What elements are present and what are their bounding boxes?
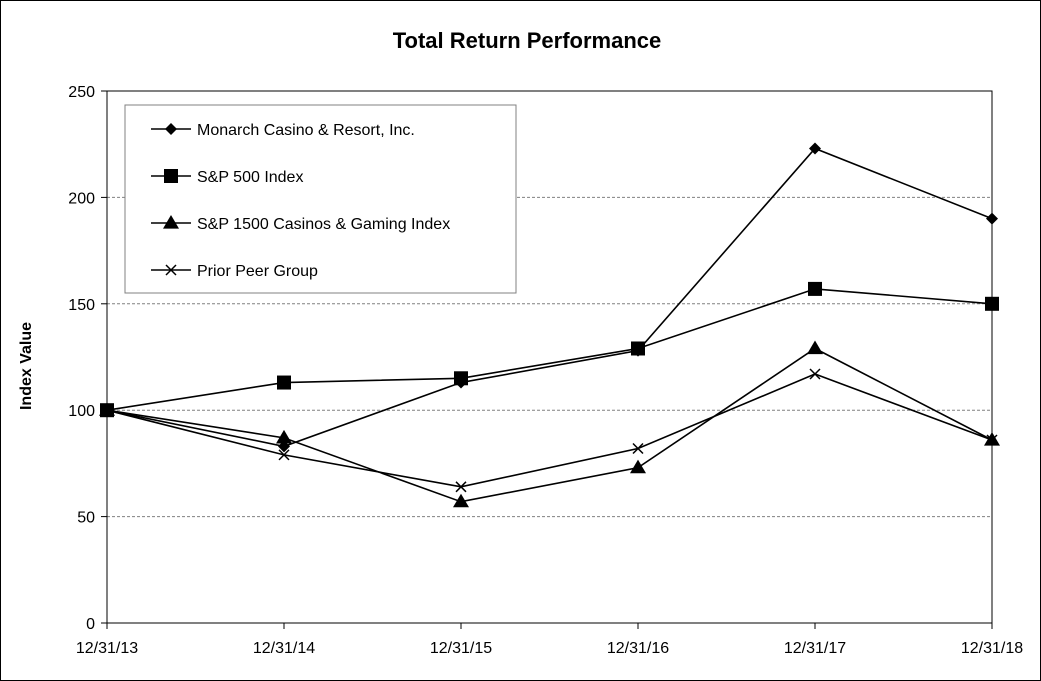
triangle-data-point: [99, 402, 115, 416]
legend-diamond-marker: [165, 123, 177, 135]
x-data-point: [986, 434, 998, 446]
series-line: [106, 347, 993, 503]
square-data-point: [808, 281, 822, 296]
x-data-point: [632, 442, 644, 455]
triangle-data-point: [630, 459, 646, 474]
y-tick-label: 50: [77, 510, 95, 527]
y-axis-title: Index Value: [18, 322, 35, 410]
axes: 0 50 100 150 200 250 12/31/13 12/31/14 12/31/15 1…: [68, 84, 1023, 657]
y-tick-label: 0: [86, 616, 95, 633]
triangle-data-point: [984, 431, 1000, 446]
x-tick-label: 12/31/17: [784, 640, 846, 657]
legend: Monarch Casino & Resort, Inc. S&P 500 Ind…: [124, 104, 517, 294]
triangle-data-point: [453, 493, 469, 508]
square-data-point: [985, 296, 999, 311]
diamond-data-point: [986, 212, 998, 225]
diamond-data-point: [809, 142, 821, 155]
series-lines: [99, 142, 1000, 508]
legend-label: Prior Peer Group: [197, 263, 318, 280]
triangle-data-point: [276, 429, 292, 444]
legend-x-marker: [165, 264, 177, 276]
legend-label: S&P 1500 Casinos & Gaming Index: [197, 216, 450, 233]
series-line: [106, 288, 993, 411]
legend-triangle-marker: [163, 215, 179, 229]
x-data-point: [278, 449, 290, 461]
series-group: [99, 340, 1000, 508]
square-data-point: [631, 341, 645, 356]
series-group: [100, 281, 999, 418]
legend-label: Monarch Casino & Resort, Inc.: [197, 122, 415, 139]
y-tick-label: 250: [68, 84, 95, 101]
legend-box: [124, 104, 517, 294]
x-tick-label: 12/31/14: [253, 640, 315, 657]
legend-label: S&P 500 Index: [197, 169, 303, 186]
square-data-point: [277, 375, 291, 390]
x-tick-label: 12/31/16: [607, 640, 669, 657]
x-data-point: [101, 404, 113, 416]
x-data-point: [809, 368, 821, 380]
legend-square-marker: [164, 169, 178, 183]
y-tick-label: 100: [68, 403, 95, 420]
y-tick-label: 150: [68, 297, 95, 314]
series-group: [101, 368, 998, 493]
y-tick-label: 200: [68, 190, 95, 207]
series-line: [106, 147, 993, 448]
x-tick-label: 12/31/15: [430, 640, 492, 657]
x-tick-label: 12/31/18: [961, 640, 1023, 657]
series-line: [106, 373, 993, 488]
x-data-point: [455, 481, 467, 493]
plot-area-border: [106, 90, 993, 624]
square-data-point: [454, 371, 468, 386]
chart-title: Total Return Performance: [393, 28, 662, 53]
x-tick-label: 12/31/13: [76, 640, 138, 657]
triangle-data-point: [807, 340, 823, 355]
